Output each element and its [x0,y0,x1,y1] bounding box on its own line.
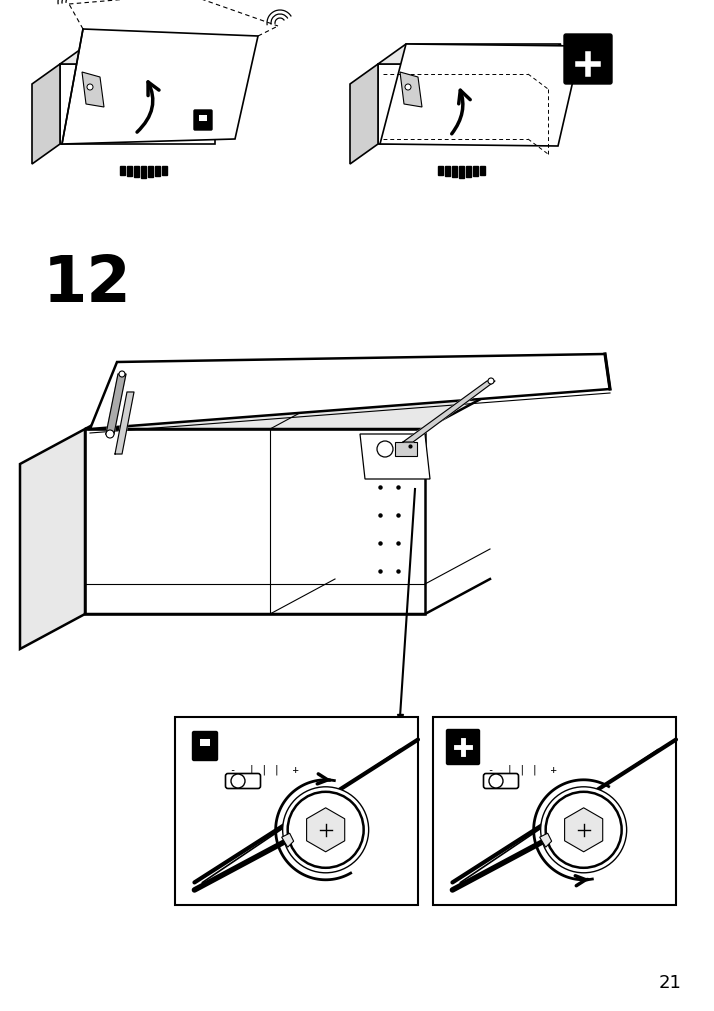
FancyBboxPatch shape [193,732,218,760]
Circle shape [106,431,114,439]
Circle shape [489,774,503,789]
Circle shape [288,792,363,867]
Polygon shape [403,381,495,443]
Polygon shape [281,833,293,847]
Polygon shape [445,167,450,177]
FancyBboxPatch shape [564,35,612,85]
Polygon shape [20,430,85,649]
Polygon shape [155,167,160,177]
Polygon shape [127,167,132,177]
Polygon shape [60,44,243,65]
Bar [200,739,210,746]
Circle shape [377,442,393,458]
Polygon shape [85,394,490,430]
Circle shape [119,372,125,378]
Polygon shape [540,833,552,847]
Circle shape [231,774,245,789]
Bar [199,116,207,122]
Text: -  | | |  +: - | | | + [488,764,557,774]
FancyBboxPatch shape [226,773,261,789]
Circle shape [283,787,368,872]
Polygon shape [85,430,425,615]
Polygon shape [350,65,378,165]
Bar [175,717,418,905]
Bar [395,443,417,457]
Polygon shape [162,167,167,176]
FancyBboxPatch shape [483,773,518,789]
Polygon shape [32,65,60,165]
Polygon shape [480,167,485,176]
Polygon shape [438,167,443,176]
Text: -  | | |  +: - | | | + [230,764,298,774]
Polygon shape [120,167,125,176]
Text: 12: 12 [43,253,132,314]
Circle shape [573,820,593,840]
Polygon shape [473,167,478,177]
Polygon shape [452,167,457,178]
Polygon shape [62,30,258,145]
FancyBboxPatch shape [446,730,480,764]
Bar [433,717,676,905]
Circle shape [545,792,622,867]
Text: 21: 21 [659,973,682,991]
Polygon shape [459,167,464,179]
Polygon shape [115,392,134,455]
Polygon shape [565,808,603,852]
Circle shape [87,85,93,91]
Circle shape [316,820,336,840]
Circle shape [540,787,627,872]
Polygon shape [360,435,430,479]
Polygon shape [466,167,471,178]
Polygon shape [148,167,153,178]
Polygon shape [400,73,422,108]
Circle shape [405,85,411,91]
Polygon shape [141,167,146,179]
Polygon shape [380,44,581,147]
Polygon shape [134,167,139,178]
Polygon shape [306,808,345,852]
Circle shape [488,379,494,384]
Polygon shape [82,73,104,108]
FancyBboxPatch shape [194,111,212,130]
Polygon shape [378,44,561,65]
Polygon shape [106,375,126,435]
Polygon shape [90,355,610,430]
Polygon shape [378,65,533,145]
Polygon shape [60,65,215,145]
